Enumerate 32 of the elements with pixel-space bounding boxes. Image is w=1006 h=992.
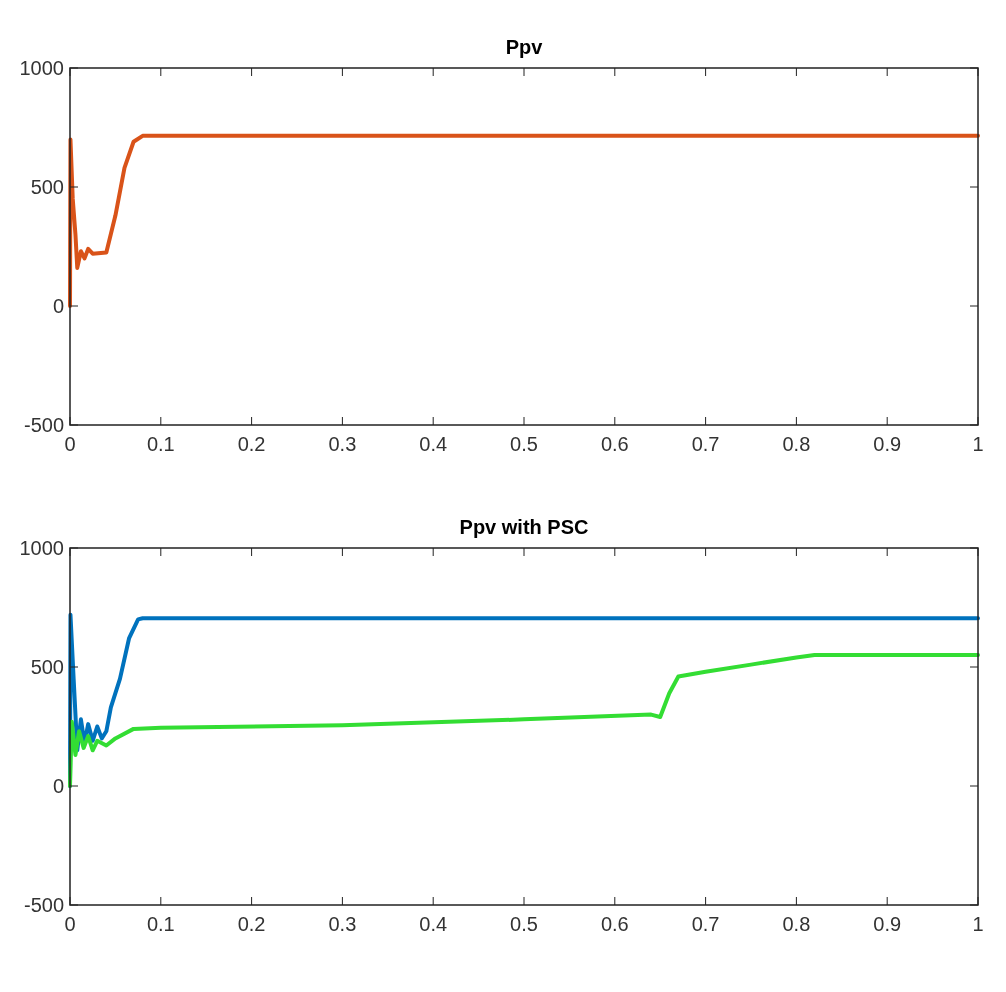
x-tick-label: 0.8: [782, 913, 811, 935]
x-tick-label: 0.4: [419, 913, 448, 935]
chart-title: Ppv with PSC: [459, 516, 589, 538]
line-series: [68, 653, 980, 788]
x-tick-label: 0.5: [510, 433, 538, 455]
y-tick-label: 500: [30, 176, 64, 198]
x-tick-label: 0.2: [237, 433, 266, 455]
x-tick-label: 0.5: [510, 913, 538, 935]
x-tick-label: 0.9: [873, 433, 902, 455]
x-tick-label: 0.6: [600, 433, 629, 455]
x-tick-label: 0.9: [873, 913, 902, 935]
x-tick-label: 0.2: [237, 913, 266, 935]
line-series: [68, 133, 980, 308]
x-tick-label: 0.3: [328, 433, 357, 455]
x-tick-label: 1: [972, 913, 984, 935]
x-tick-label: 0.7: [691, 433, 720, 455]
y-tick-label: -500: [23, 894, 64, 916]
x-tick-label: 0.8: [782, 433, 811, 455]
x-tick-label: 0.1: [146, 433, 175, 455]
x-tick-label: 0.1: [146, 913, 175, 935]
x-tick-label: 0.7: [691, 913, 720, 935]
y-tick-label: 0: [52, 775, 64, 797]
y-tick-label: 500: [30, 656, 64, 678]
y-tick-label: 0: [52, 295, 64, 317]
x-tick-label: 1: [972, 433, 984, 455]
x-tick-label: 0.4: [419, 433, 448, 455]
y-tick-label: 1000: [19, 537, 64, 559]
x-tick-label: 0.6: [600, 913, 629, 935]
x-tick-label: 0.3: [328, 913, 357, 935]
y-tick-label: 1000: [19, 57, 64, 79]
chart-title: Ppv: [505, 36, 544, 58]
y-tick-label: -500: [23, 414, 64, 436]
